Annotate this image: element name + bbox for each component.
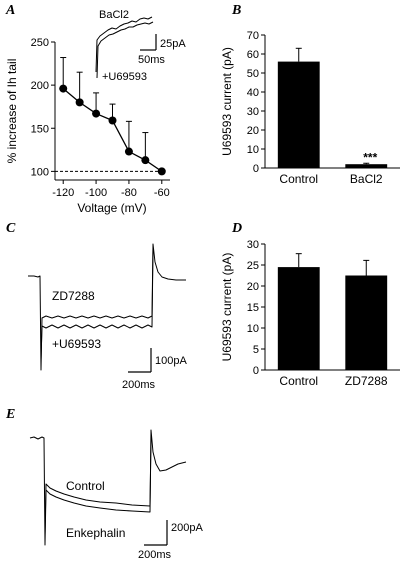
trace-u69593-c bbox=[40, 249, 154, 361]
data-point-a bbox=[92, 109, 101, 118]
bar-d-zd7288 bbox=[345, 275, 388, 370]
panel-a-chart: 100 150 200 250 -120 -100 -80 -60 Voltage (mV) % … bbox=[5, 37, 170, 215]
y-tick-label-b: 10 bbox=[247, 144, 259, 156]
y-tick-label-b: 20 bbox=[247, 125, 259, 137]
x-tick-label-b: BaCl2 bbox=[350, 172, 383, 186]
y-tick-label-b: 50 bbox=[247, 68, 259, 80]
data-point-a bbox=[124, 147, 133, 156]
data-point-a bbox=[157, 167, 166, 176]
label-u69593-c: +U69593 bbox=[52, 337, 101, 351]
y-tick-label-d: 5 bbox=[253, 344, 259, 356]
x-tick-label-a: -100 bbox=[85, 187, 107, 199]
x-tick-label-b: Control bbox=[279, 172, 318, 186]
panel-label-b: B bbox=[231, 3, 241, 18]
inset-scalebar-y-label: 25pA bbox=[160, 38, 186, 50]
y-axis-label-b: U69593 current (pA) bbox=[220, 47, 234, 156]
panel-b-chart: 0 10 20 30 40 50 60 70 Control BaCl2 U69593 curren… bbox=[220, 30, 400, 186]
c-scalebar-x-label: 200ms bbox=[122, 379, 156, 391]
y-tick-label-b: 0 bbox=[253, 163, 259, 175]
c-scalebar-y-label: 100pA bbox=[155, 355, 187, 367]
data-point-a bbox=[108, 116, 117, 125]
panel-label-e: E bbox=[5, 407, 15, 422]
trace-enkephalin-baseline bbox=[29, 429, 187, 546]
x-tick-label-d: Control bbox=[279, 374, 318, 388]
inset-scalebar-x-label: 50ms bbox=[138, 54, 165, 66]
y-tick-label-a: 100 bbox=[31, 166, 49, 178]
e-scalebar-x-label: 200ms bbox=[138, 549, 172, 561]
y-tick-label-d: 0 bbox=[253, 365, 259, 377]
x-tick-label-a: -80 bbox=[121, 187, 137, 199]
y-tick-label-b: 40 bbox=[247, 87, 259, 99]
y-axis-label-a: % increase of Ih tail bbox=[5, 59, 19, 164]
x-tick-label-a: -60 bbox=[154, 187, 170, 199]
panel-label-d: D bbox=[231, 221, 242, 236]
significance-marker: *** bbox=[363, 150, 377, 164]
inset-label-u69593: +U69593 bbox=[102, 71, 147, 83]
y-tick-label-a: 250 bbox=[31, 37, 49, 49]
panel-label-a: A bbox=[5, 3, 15, 18]
y-tick-label-b: 60 bbox=[247, 49, 259, 61]
panel-e-traces: Control Enkephalin 200pA 200ms bbox=[29, 429, 203, 561]
y-tick-label-b: 70 bbox=[247, 30, 259, 42]
data-point-a bbox=[59, 84, 68, 93]
bar-b-control bbox=[277, 61, 320, 168]
panel-d-chart: 0 5 10 15 20 25 30 Control ZD7288 U69593 current … bbox=[220, 239, 400, 388]
inset-trace-u69593 bbox=[96, 21, 154, 79]
data-point-a bbox=[75, 98, 84, 107]
y-tick-label-d: 15 bbox=[247, 302, 259, 314]
panel-a-inset: BaCl2 +U69593 25pA 50ms bbox=[95, 9, 186, 83]
label-control-e: Control bbox=[66, 479, 105, 493]
inset-trace-bacl2 bbox=[95, 16, 153, 73]
data-point-a bbox=[141, 156, 150, 165]
y-tick-label-a: 150 bbox=[31, 123, 49, 135]
y-tick-label-d: 25 bbox=[247, 260, 259, 272]
y-tick-label-d: 20 bbox=[247, 281, 259, 293]
trace-control-e bbox=[44, 439, 152, 536]
e-scalebar-y-label: 200pA bbox=[171, 522, 203, 534]
label-zd7288: ZD7288 bbox=[52, 289, 95, 303]
x-tick-label-d: ZD7288 bbox=[345, 374, 388, 388]
x-axis-label-a: Voltage (mV) bbox=[77, 201, 146, 215]
y-axis-label-d: U69593 current (pA) bbox=[220, 253, 234, 362]
y-tick-label-d: 30 bbox=[247, 239, 259, 251]
panel-c-traces: ZD7288 +U69593 100pA 200ms bbox=[28, 243, 187, 391]
y-tick-label-b: 30 bbox=[247, 106, 259, 118]
bar-b-bacl2 bbox=[345, 164, 388, 168]
y-tick-label-a: 200 bbox=[31, 80, 49, 92]
label-enkephalin: Enkephalin bbox=[66, 526, 125, 540]
bar-d-control bbox=[277, 267, 320, 370]
inset-label-bacl2: BaCl2 bbox=[99, 9, 129, 21]
panel-label-c: C bbox=[6, 221, 16, 236]
trace-zd7288 bbox=[28, 243, 186, 371]
x-tick-label-a: -120 bbox=[52, 187, 74, 199]
y-tick-label-d: 10 bbox=[247, 323, 259, 335]
